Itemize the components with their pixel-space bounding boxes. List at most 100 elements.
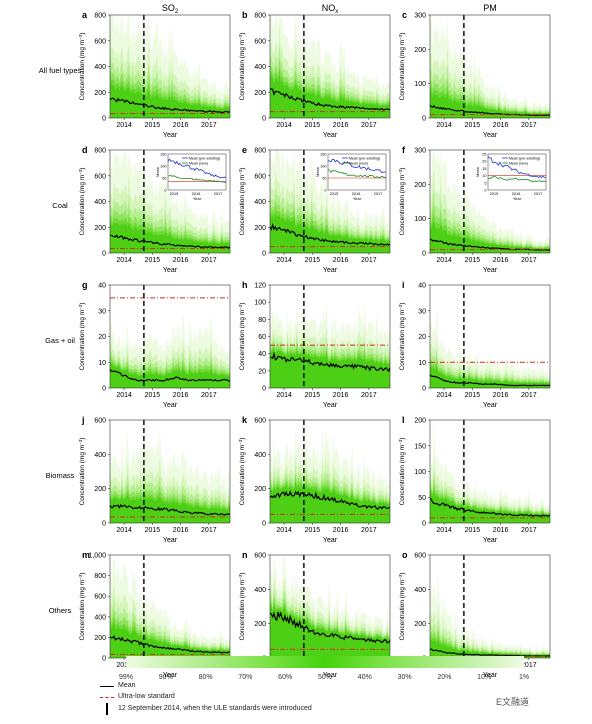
x-tick-label-b: 2017 <box>361 122 377 129</box>
y-tick-label-k: 200 <box>254 486 266 493</box>
percentile-band-i-5 <box>430 365 550 388</box>
inset-pre-line-e <box>327 158 386 173</box>
panel-j: j 0 200 400 600 2014 2015 2016 2017 Year Concentra… <box>78 415 231 544</box>
mean-line-e <box>269 223 391 246</box>
y-axis-label-d: Concentration (mg m−3) <box>78 167 86 235</box>
inset-y-label-e: Mean <box>315 167 320 177</box>
x-tick-label-a: 2016 <box>173 122 189 129</box>
x-tick-label-k: 2014 <box>276 527 292 534</box>
y-axis-label-m: Concentration (mg m−3) <box>78 572 86 640</box>
inset-legend-pre-d: Mean (pre-existing) <box>189 157 220 161</box>
x-tick-label-i: 2017 <box>521 392 537 399</box>
panel-m: m02004006008001,0002014201520162017YearC… <box>78 550 231 679</box>
axes-frame-c <box>429 14 551 119</box>
inset-y-tick-e: 50 <box>322 177 326 181</box>
y-tick-label-a: 600 <box>94 38 106 45</box>
percentile-label: 99% <box>118 674 134 681</box>
y-tick-label-k: 400 <box>254 452 266 459</box>
column-title-pm: PM <box>483 3 497 13</box>
panel-letter-c: c <box>402 10 407 20</box>
y-tick-label-d: 0 <box>102 251 106 258</box>
mean-line-i <box>429 374 551 387</box>
inset-x-tick-d: 2017 <box>214 192 222 196</box>
y-tick-label-k: 0 <box>262 521 266 528</box>
mean-line-m <box>109 634 230 654</box>
mean-line-o <box>429 648 551 657</box>
y-tick-label-d: 800 <box>94 148 106 155</box>
x-axis-label-i: Year <box>483 402 498 409</box>
y-axis-label-b: Concentration (mg m−3) <box>238 32 246 100</box>
x-tick-label-c: 2016 <box>493 122 509 129</box>
x-axis-label-g: Year <box>163 402 178 409</box>
axes-frame-k <box>269 419 391 524</box>
y-axis-label-h: Concentration (mg m−3) <box>238 302 246 370</box>
percentile-label: 20% <box>437 674 452 681</box>
inset-x-label-f: Year <box>513 196 522 201</box>
x-axis-label-d: Year <box>163 267 178 274</box>
y-tick-label-m: 1,000 <box>88 553 106 560</box>
inset-legend-new-e: Mean (new) <box>349 162 368 166</box>
panel-g: g 0 10 20 30 40 2014 2015 2016 2017 Year Concentrat… <box>78 280 231 409</box>
watermark: E文融道 <box>496 697 530 707</box>
x-tick-label-e: 2015 <box>305 257 321 264</box>
x-tick-label-i: 2014 <box>436 392 452 399</box>
panel-letter-n: n <box>242 550 248 560</box>
axes-frame-j <box>109 419 231 524</box>
y-axis-label-c: Concentration (mg m−3) <box>398 32 406 100</box>
panel-letter-d: d <box>82 145 88 155</box>
y-tick-label-o: 200 <box>414 621 426 628</box>
x-axis-label-e: Year <box>323 267 338 274</box>
inset-y-tick-f: 0 <box>484 189 486 193</box>
inset-y-tick-d: 50 <box>162 177 166 181</box>
mean-line-b <box>269 88 391 111</box>
x-tick-label-h: 2017 <box>361 392 377 399</box>
inset-x-label-e: Year <box>353 196 362 201</box>
x-tick-label-f: 2015 <box>465 257 481 264</box>
y-tick-label-e: 200 <box>254 225 266 232</box>
inset-y-tick-e: 100 <box>320 165 326 169</box>
y-tick-label-m: 200 <box>94 635 106 642</box>
inset-legend-pre-f: Mean (pre-existing) <box>509 157 540 161</box>
x-tick-label-l: 2015 <box>465 527 481 534</box>
percentile-label: 30% <box>397 674 412 681</box>
x-axis-label-k: Year <box>323 537 338 544</box>
panel-i: i 0 10 20 30 40 2014 2015 2016 2017 Year Concentrat… <box>398 280 551 409</box>
y-tick-label-a: 400 <box>94 64 106 71</box>
y-axis-label-o: Concentration (mg m−3) <box>398 572 406 640</box>
x-tick-label-c: 2017 <box>521 122 537 129</box>
inset-y-tick-d: 0 <box>164 189 166 193</box>
y-tick-label-h: 120 <box>254 283 266 290</box>
y-tick-label-e: 800 <box>254 148 266 155</box>
y-tick-label-l: 150 <box>414 443 426 450</box>
x-axis-label-j: Year <box>163 537 178 544</box>
x-tick-label-c: 2015 <box>465 122 481 129</box>
panel-letter-i: i <box>402 280 405 290</box>
x-axis-label-b: Year <box>323 132 338 139</box>
y-tick-label-h: 20 <box>258 368 266 375</box>
panel-n: n02004006002014201520162017YearConcentra… <box>238 550 391 679</box>
x-axis-label-a: Year <box>163 132 178 139</box>
inset-x-tick-f: 2015 <box>490 192 498 196</box>
percentile-band-o-2 <box>430 617 550 658</box>
percentile-band-o-0 <box>430 572 550 658</box>
x-tick-label-d: 2015 <box>145 257 161 264</box>
y-tick-label-l: 50 <box>418 495 426 502</box>
percentile-legend-bar <box>126 656 524 668</box>
percentile-band-h-5 <box>270 347 390 388</box>
inset-y-tick-d: 150 <box>160 153 166 157</box>
x-tick-label-j: 2014 <box>116 527 132 534</box>
panel-l: l 0 50 100 150 200 2014 2015 2016 2017 Year Concent… <box>398 415 551 544</box>
x-tick-label-e: 2016 <box>333 257 349 264</box>
event-legend-label: 12 September 2014, when the ULE standard… <box>118 705 312 712</box>
mean-line-l <box>429 497 551 517</box>
percentile-band-g-5 <box>110 363 230 388</box>
x-tick-label-g: 2014 <box>116 392 132 399</box>
y-tick-label-o: 600 <box>414 553 426 560</box>
panel-letter-l: l <box>402 415 405 425</box>
y-tick-label-g: 30 <box>98 308 106 315</box>
percentile-label: 1% <box>518 674 530 681</box>
panel-e: e 0 200 400 600 800 2014 2015 2016 2017 Year Concen… <box>238 145 391 274</box>
y-axis-label-e: Concentration (mg m−3) <box>238 167 246 235</box>
x-axis-label-f: Year <box>483 267 498 274</box>
x-tick-label-i: 2015 <box>465 392 481 399</box>
